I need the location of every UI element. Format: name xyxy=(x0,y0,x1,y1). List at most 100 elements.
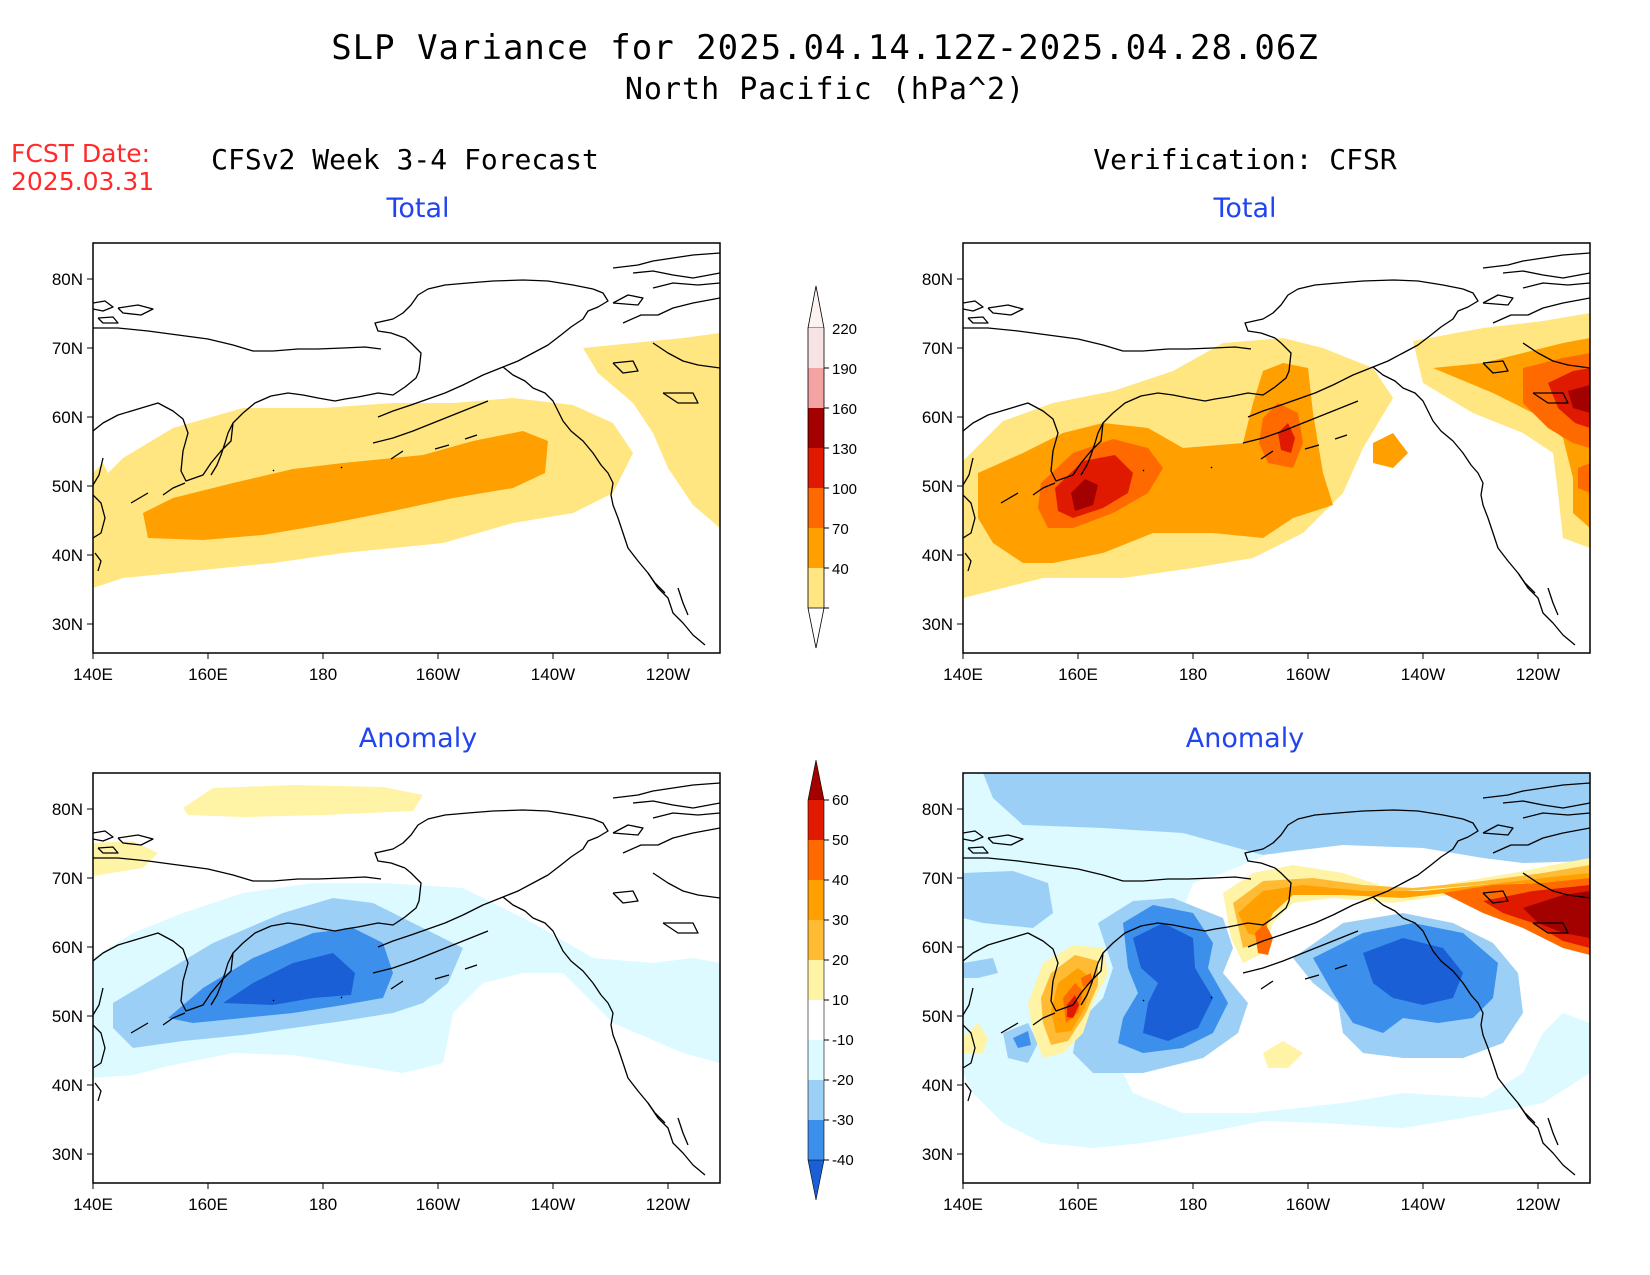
colorbar-swatch xyxy=(808,1000,824,1040)
lon-tick-label: 140E xyxy=(943,1195,983,1214)
colorbar-bottom-arrow xyxy=(807,607,825,649)
lat-tick-label: 50N xyxy=(52,1007,83,1026)
colorbar-total-label: 220 xyxy=(832,321,857,338)
colorbar-anomaly-label: -30 xyxy=(832,1112,854,1129)
panel-title-verification-anomaly: Anomaly xyxy=(1185,723,1305,754)
lon-tick-label: 180 xyxy=(1179,665,1207,684)
lon-tick-label: 120W xyxy=(646,1195,690,1214)
colorbar-swatch xyxy=(808,880,824,920)
lat-tick-label: 70N xyxy=(52,869,83,888)
colorbar-anomaly-label: 60 xyxy=(832,792,849,809)
verification-total-160-190-ne xyxy=(1568,385,1590,413)
lat-tick-label: 60N xyxy=(922,938,953,957)
lat-tick-label: 60N xyxy=(52,408,83,427)
verification-total-100-130-e xyxy=(1578,463,1590,493)
lon-tick-label: 140W xyxy=(531,665,575,684)
verification-anomaly-neg20-neg30-leftmid xyxy=(963,958,998,978)
lat-tick-label: 50N xyxy=(52,477,83,496)
verification-anomaly-10-20-lower xyxy=(1263,1041,1303,1068)
lon-tick-label: 160E xyxy=(1058,1195,1098,1214)
lon-tick-label: 160E xyxy=(188,665,228,684)
forecast-column-title: CFSv2 Week 3-4 Forecast xyxy=(211,143,599,176)
colorbar-swatch xyxy=(808,368,824,408)
lat-tick-label: 80N xyxy=(52,800,83,819)
verification-total-axes: 140E 160E 180 160W 140W 120W 80N 70N 60N 50N 40N 30… xyxy=(922,270,1560,684)
colorbar-anomaly-label: 30 xyxy=(832,912,849,929)
lat-tick-label: 70N xyxy=(922,869,953,888)
verification-total-160-190-west xyxy=(1071,479,1098,511)
lon-tick-label: 160E xyxy=(188,1195,228,1214)
forecast-anomaly-10-20-top xyxy=(183,785,423,817)
colorbar-top-arrow xyxy=(807,759,825,801)
lat-tick-label: 70N xyxy=(922,339,953,358)
verification-anomaly-40-50-mid xyxy=(1255,923,1273,955)
verification-anomaly-20-30-ne xyxy=(1233,865,1590,948)
forecast-total-map xyxy=(92,242,721,654)
colorbar-swatch xyxy=(808,328,824,368)
panel-title-forecast-anomaly: Anomaly xyxy=(358,723,478,754)
colorbar-total-label: 40 xyxy=(832,561,849,578)
verification-anomaly-neg10-neg20-top xyxy=(963,773,1590,1148)
verification-total-map xyxy=(962,242,1591,654)
verification-anomaly-above-60-ne xyxy=(1523,891,1590,938)
verification-anomaly-40-50-spot xyxy=(1081,973,1093,987)
lat-tick-label: 50N xyxy=(922,477,953,496)
lon-tick-label: 120W xyxy=(1516,1195,1560,1214)
lon-tick-label: 120W xyxy=(1516,665,1560,684)
lon-tick-label: 140W xyxy=(1401,665,1445,684)
panel-title-verification-total: Total xyxy=(1213,193,1277,224)
colorbar-anomaly-label: -40 xyxy=(832,1152,854,1169)
lat-tick-label: 80N xyxy=(922,800,953,819)
lat-tick-label: 40N xyxy=(922,546,953,565)
panel-title-forecast-total: Total xyxy=(386,193,450,224)
verification-anomaly-below-neg40-east xyxy=(1363,938,1463,1005)
forecast-total-axes: 140E 160E 180 160W 140W 120W 80N 70N 60N 50N 40N 30… xyxy=(52,270,690,684)
fcst-date-label: FCST Date: xyxy=(11,139,151,168)
colorbar-total-label: 130 xyxy=(832,441,857,458)
verification-anomaly-10-20-left xyxy=(963,1023,988,1053)
colorbar-swatch xyxy=(808,448,824,488)
verification-anomaly-map xyxy=(962,772,1591,1184)
colorbar-anomaly-label: 50 xyxy=(832,832,849,849)
colorbar-swatch xyxy=(808,408,824,448)
colorbar-swatch xyxy=(808,1040,824,1080)
colorbar-swatch xyxy=(808,800,824,840)
lon-tick-label: 160W xyxy=(1286,1195,1330,1214)
colorbar-swatch xyxy=(808,1080,824,1120)
verification-anomaly-neg20-neg30-top xyxy=(983,773,1590,863)
colorbar-swatch xyxy=(808,568,824,608)
colorbar-swatch xyxy=(808,488,824,528)
lon-tick-label: 140E xyxy=(73,665,113,684)
colorbar-anomaly-label: 40 xyxy=(832,872,849,889)
colorbar-anomaly: 60 50 40 30 20 10 -10 -20 -30 -40 xyxy=(807,759,854,1201)
lon-tick-label: 160W xyxy=(416,1195,460,1214)
figure-title: SLP Variance for 2025.04.14.12Z-2025.04.… xyxy=(331,28,1319,68)
colorbar-total-label: 70 xyxy=(832,521,849,538)
forecast-anomaly-axes: 140E 160E 180 160W 140W 120W 80N 70N 60N 50N 40N 30… xyxy=(52,800,690,1214)
colorbar-top-arrow xyxy=(807,285,825,329)
forecast-anomaly-below-neg40 xyxy=(223,953,355,1005)
colorbar-swatch xyxy=(808,1120,824,1160)
lon-tick-label: 140W xyxy=(1401,1195,1445,1214)
forecast-total-40-70-ne xyxy=(583,333,720,528)
colorbar-total-label: 190 xyxy=(832,361,857,378)
fcst-date-block: FCST Date: 2025.03.31 xyxy=(11,140,154,196)
colorbar-swatch xyxy=(808,840,824,880)
lat-tick-label: 50N xyxy=(922,1007,953,1026)
lat-tick-label: 30N xyxy=(52,1145,83,1164)
lat-tick-label: 30N xyxy=(922,615,953,634)
colorbar-anomaly-label: -10 xyxy=(832,1032,854,1049)
lat-tick-label: 40N xyxy=(922,1076,953,1095)
colorbar-swatch xyxy=(808,960,824,1000)
colorbar-swatch xyxy=(808,920,824,960)
lat-tick-label: 60N xyxy=(52,938,83,957)
verification-anomaly-below-neg40-center xyxy=(1133,923,1213,1041)
lat-tick-label: 70N xyxy=(52,339,83,358)
lat-tick-label: 80N xyxy=(52,270,83,289)
verification-total-70-100-spot xyxy=(1373,433,1408,468)
lon-tick-label: 120W xyxy=(646,665,690,684)
colorbar-bottom-arrow xyxy=(807,1159,825,1201)
lon-tick-label: 180 xyxy=(309,665,337,684)
verification-column-title: Verification: CFSR xyxy=(1093,143,1397,176)
